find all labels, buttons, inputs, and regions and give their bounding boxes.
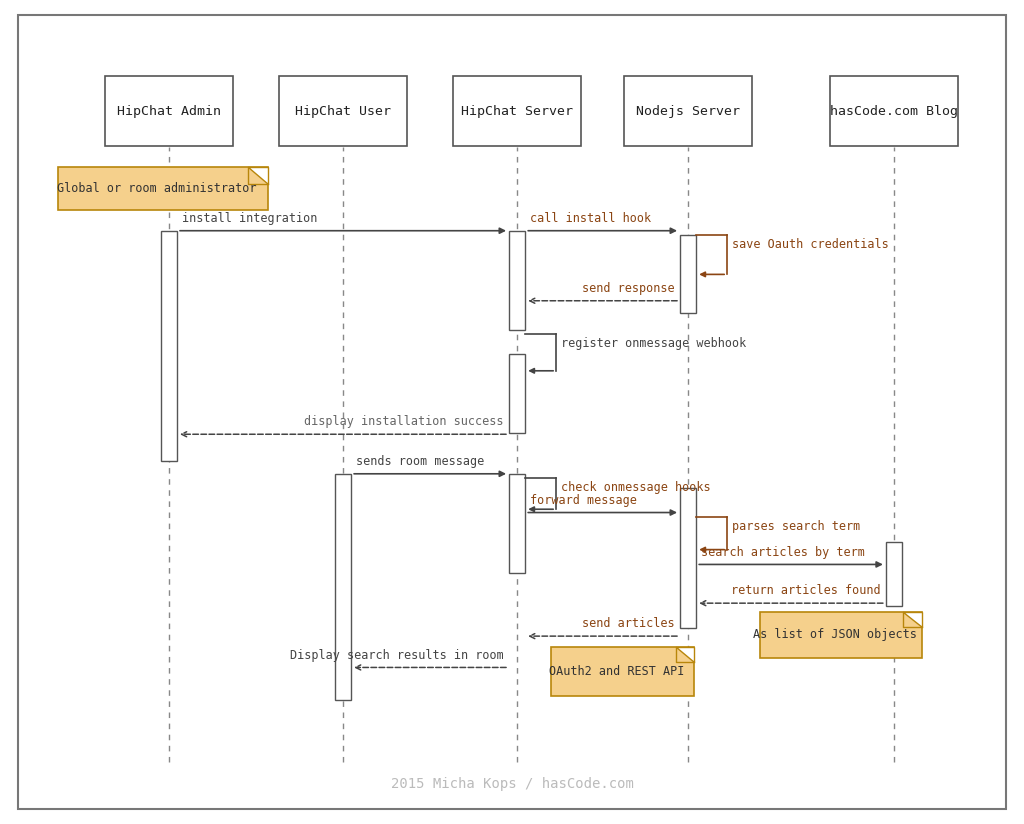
Text: send response: send response [583, 282, 675, 295]
Text: Global or room administrator: Global or room administrator [56, 182, 256, 195]
Text: send articles: send articles [583, 617, 675, 630]
Text: hasCode.com Blog: hasCode.com Blog [829, 105, 958, 118]
Text: return articles found: return articles found [731, 584, 881, 597]
Text: sends room message: sends room message [356, 455, 484, 468]
FancyBboxPatch shape [58, 167, 268, 210]
Text: install integration: install integration [182, 212, 317, 225]
FancyBboxPatch shape [161, 231, 177, 461]
Text: As list of JSON objects: As list of JSON objects [753, 629, 916, 641]
Text: search articles by term: search articles by term [701, 545, 865, 559]
Polygon shape [903, 612, 922, 627]
Text: HipChat Admin: HipChat Admin [117, 105, 221, 118]
Text: HipChat User: HipChat User [295, 105, 391, 118]
Text: save Oauth credentials: save Oauth credentials [732, 238, 889, 251]
FancyBboxPatch shape [335, 474, 351, 700]
Text: call install hook: call install hook [530, 212, 651, 225]
Text: forward message: forward message [530, 494, 637, 507]
FancyBboxPatch shape [829, 77, 958, 147]
FancyBboxPatch shape [625, 77, 752, 147]
FancyBboxPatch shape [886, 542, 902, 606]
Text: check onmessage hooks: check onmessage hooks [561, 481, 711, 494]
FancyBboxPatch shape [680, 235, 696, 313]
Text: HipChat Server: HipChat Server [461, 105, 573, 118]
FancyBboxPatch shape [509, 354, 525, 433]
Text: Nodejs Server: Nodejs Server [636, 105, 740, 118]
Text: 2015 Micha Kops / hasCode.com: 2015 Micha Kops / hasCode.com [390, 778, 634, 791]
Text: Display search results in room: Display search results in room [290, 648, 504, 662]
Polygon shape [248, 167, 268, 184]
Text: OAuth2 and REST API: OAuth2 and REST API [549, 665, 684, 678]
FancyBboxPatch shape [105, 77, 233, 147]
FancyBboxPatch shape [680, 488, 696, 628]
FancyBboxPatch shape [509, 474, 525, 573]
Text: display installation success: display installation success [304, 415, 504, 428]
FancyBboxPatch shape [551, 647, 694, 696]
Text: register onmessage webhook: register onmessage webhook [561, 337, 746, 350]
FancyBboxPatch shape [509, 231, 525, 330]
Text: parses search term: parses search term [732, 520, 860, 533]
FancyBboxPatch shape [453, 77, 582, 147]
Polygon shape [676, 647, 694, 662]
FancyBboxPatch shape [279, 77, 408, 147]
FancyBboxPatch shape [760, 612, 922, 658]
